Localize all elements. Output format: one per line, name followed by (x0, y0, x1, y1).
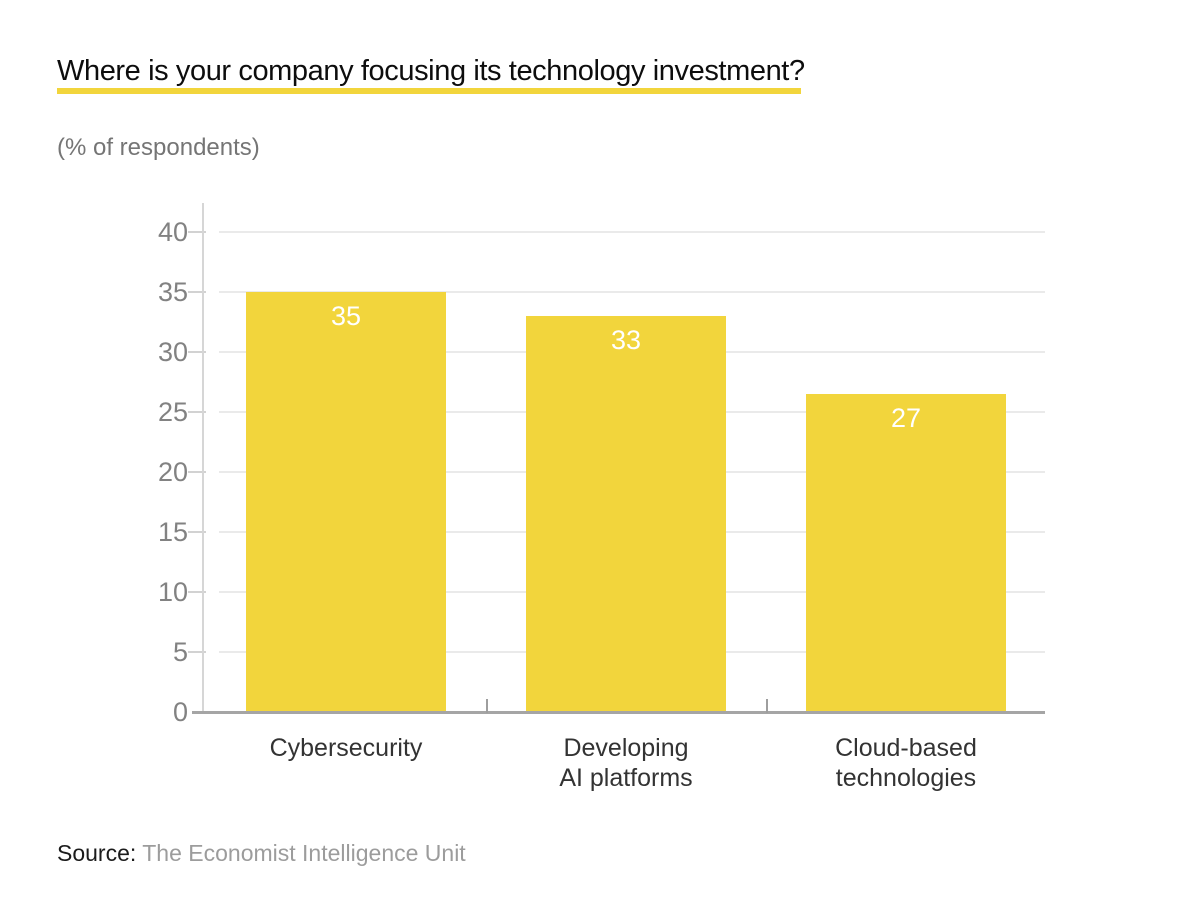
y-axis-label-30: 30 (157, 337, 188, 367)
chart-subtitle: (% of respondents) (57, 134, 260, 161)
y-axis-label-0: 0 (172, 697, 188, 727)
x-tick-1 (486, 699, 488, 713)
x-axis-label-developing: Developing AI platforms (486, 733, 766, 793)
bar-value-label-cybersecurity: 35 (330, 301, 362, 331)
x-axis-label-line: AI platforms (559, 764, 693, 792)
x-axis-label-cybersecurity: Cybersecurity (206, 733, 486, 763)
source-value: The Economist Intelligence Unit (142, 840, 466, 866)
bar-developing (526, 316, 726, 712)
gridline-35 (219, 291, 1045, 293)
source-label: Source: (57, 840, 137, 866)
bar-value-label-cloud-based: 27 (890, 403, 922, 433)
bar-value-label-developing: 33 (610, 325, 642, 355)
y-tick-35 (188, 291, 206, 293)
y-axis-label-5: 5 (172, 637, 188, 667)
y-tick-25 (188, 411, 206, 413)
y-axis-label-25: 25 (157, 397, 188, 427)
bar-cloud-based (806, 394, 1006, 712)
y-tick-20 (188, 471, 206, 473)
x-axis-label-line: Cybersecurity (269, 734, 423, 762)
y-axis-label-10: 10 (157, 577, 188, 607)
y-axis-label-40: 40 (157, 217, 188, 247)
gridline-40 (219, 231, 1045, 233)
y-axis-line (202, 203, 204, 712)
x-axis-label-line: Cloud-based (835, 734, 977, 762)
bar-cybersecurity (246, 292, 446, 712)
y-axis-label-35: 35 (157, 277, 188, 307)
x-axis-label-cloud-based: Cloud-based technologies (766, 733, 1046, 793)
y-axis-label-20: 20 (157, 457, 188, 487)
title-underline-accent (57, 88, 801, 94)
x-axis-line (192, 711, 1045, 714)
y-tick-40 (188, 231, 206, 233)
y-tick-10 (188, 591, 206, 593)
page-title: Where is your company focusing its techn… (57, 55, 805, 87)
x-axis-label-line: Developing (563, 734, 689, 762)
y-axis-label-15: 15 (157, 517, 188, 547)
y-tick-5 (188, 651, 206, 653)
source-line: Source: The Economist Intelligence Unit (57, 840, 466, 867)
x-tick-2 (766, 699, 768, 713)
y-tick-15 (188, 531, 206, 533)
y-tick-30 (188, 351, 206, 353)
x-axis-label-line: technologies (835, 764, 977, 792)
